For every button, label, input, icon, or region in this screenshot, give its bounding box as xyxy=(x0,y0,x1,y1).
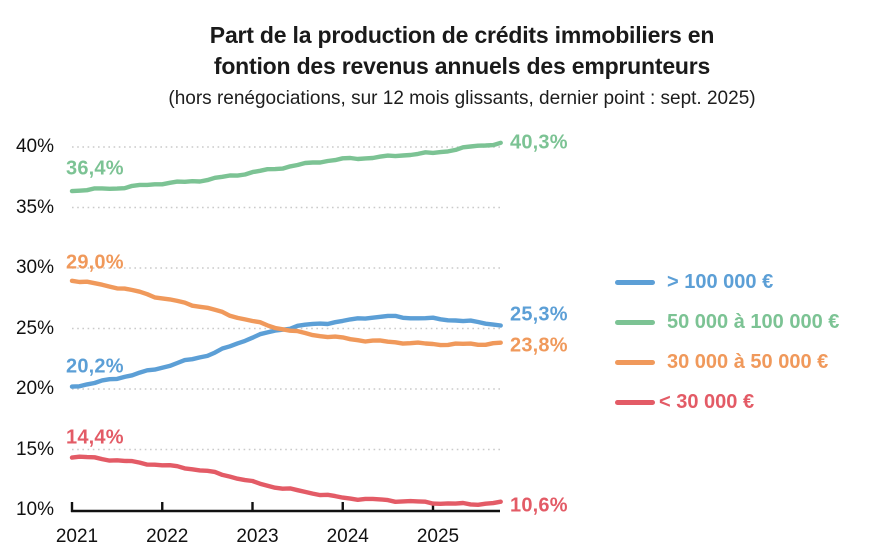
legend-line-swatch-over-100k xyxy=(615,279,655,285)
legend-line-swatch-30k-50k xyxy=(615,359,655,365)
chart-subtitle: (hors renégociations, sur 12 mois glissa… xyxy=(168,88,756,109)
legend: > 100 000 € 50 000 à 100 000 € 30 000 à 50… xyxy=(615,262,839,422)
y-tick-label-30: 30% xyxy=(15,257,54,278)
y-tick-label-25: 25% xyxy=(15,317,54,339)
legend-label-50k-100k: 50 000 à 100 000 € xyxy=(667,310,840,333)
legend-label-under-30k: < 30 000 € xyxy=(659,390,755,413)
legend-label-30k-50k: 30 000 à 50 000 € xyxy=(667,350,829,373)
annotation-start-under-30k: 14,4% xyxy=(66,426,124,449)
x-tick-label-2022: 2022 xyxy=(146,526,189,547)
series-line-30k-50k xyxy=(69,278,503,348)
y-tick-label-15: 15% xyxy=(15,438,54,460)
legend-line-swatch-50k-100k xyxy=(615,319,655,325)
series-line-under-30k xyxy=(69,454,503,507)
legend-label-over-100k: > 100 000 € xyxy=(667,270,774,293)
legend-item-30k-50k: 30 000 à 50 000 € xyxy=(615,342,839,382)
annotation-start-50k-100k: 36,4% xyxy=(66,157,124,180)
legend-item-50k-100k: 50 000 à 100 000 € xyxy=(615,302,839,342)
legend-line-swatch-under-30k xyxy=(615,399,655,405)
annotation-end-under-30k: 10,6% xyxy=(510,494,568,517)
x-tick-label-2023: 2023 xyxy=(236,526,279,547)
chart-title-line1: Part de la production de crédits immobil… xyxy=(209,22,715,48)
x-tick-label-2025: 2025 xyxy=(416,526,460,547)
annotation-start-30k-50k: 29,0% xyxy=(66,251,124,274)
y-tick-label-40: 40% xyxy=(15,136,54,157)
y-tick-label-10: 10% xyxy=(15,499,54,520)
y-tick-label-20: 20% xyxy=(15,378,54,399)
annotation-end-over-100k: 25,3% xyxy=(510,303,568,326)
legend-item-over-100k: > 100 000 € xyxy=(615,262,839,302)
series-line-50k-100k xyxy=(69,140,503,194)
legend-item-under-30k: < 30 000 € xyxy=(615,382,839,422)
x-tick-label-2024: 2024 xyxy=(326,526,369,547)
annotation-end-30k-50k: 23,8% xyxy=(510,334,568,357)
annotation-end-50k-100k: 40,3% xyxy=(510,131,568,154)
y-tick-label-35: 35% xyxy=(15,196,54,218)
chart-title-line2: fontion des revenus annuels des emprunte… xyxy=(213,53,711,79)
series-line-over-100k xyxy=(69,313,503,389)
annotation-start-over-100k: 20,2% xyxy=(66,355,124,378)
chart-title: Part de la production de crédits immobil… xyxy=(40,20,874,82)
x-tick-label-2021: 2021 xyxy=(55,526,99,547)
